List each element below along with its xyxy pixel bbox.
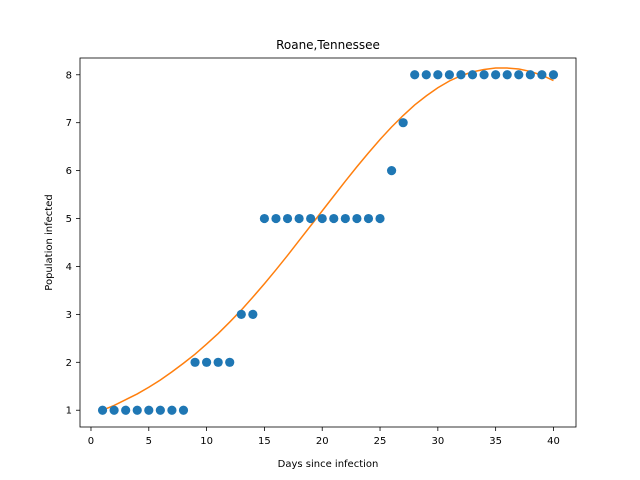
x-axis-label: Days since infection (278, 459, 379, 470)
data-point (352, 213, 362, 224)
fit-line (102, 67, 554, 411)
chart-title: Roane,Tennessee (276, 38, 380, 52)
x-tick-label: 35 (489, 436, 502, 447)
data-point (225, 357, 235, 367)
data-point (167, 405, 177, 415)
x-tick-label: 20 (316, 436, 329, 447)
x-tick-label: 40 (547, 436, 560, 447)
data-point (178, 405, 189, 415)
data-point (340, 213, 350, 224)
data-point (444, 70, 454, 80)
data-point (202, 357, 212, 367)
y-tick-label: 2 (66, 358, 72, 369)
data-point (248, 309, 258, 319)
y-tick-label: 4 (66, 262, 72, 273)
y-tick-label: 3 (66, 310, 72, 321)
data-point (294, 213, 304, 224)
y-tick-label: 8 (66, 70, 72, 81)
y-tick-label: 5 (66, 214, 72, 225)
data-point (456, 70, 466, 80)
data-point (375, 213, 385, 224)
data-point (548, 70, 559, 80)
data-point (259, 213, 270, 224)
data-point (97, 405, 108, 415)
data-point (514, 70, 524, 80)
data-point (410, 70, 420, 80)
data-point (155, 405, 165, 415)
x-tick-label: 5 (146, 436, 152, 447)
y-tick-label: 7 (66, 118, 72, 129)
y-tick-label: 1 (66, 406, 72, 417)
data-point (363, 213, 374, 224)
data-point (386, 166, 397, 176)
data-point (317, 213, 327, 224)
data-point (144, 405, 154, 415)
data-point (421, 70, 431, 80)
data-point (502, 70, 512, 80)
data-point (213, 357, 223, 367)
y-axis: 1 2 3 4 5 6 7 8 (66, 70, 80, 417)
x-axis: 0 5 10 15 20 25 30 35 40 (88, 427, 560, 447)
data-point (121, 405, 131, 415)
data-point (491, 70, 501, 80)
data-point (132, 405, 142, 415)
x-tick-label: 10 (200, 436, 213, 447)
data-point (190, 357, 200, 367)
data-point (329, 213, 339, 224)
data-point (433, 70, 443, 80)
x-tick-label: 30 (431, 436, 444, 447)
data-point (537, 70, 547, 80)
data-point (109, 405, 119, 415)
data-point (282, 213, 293, 224)
plot-area (97, 67, 559, 415)
data-point (306, 213, 316, 224)
y-axis-label: Population infected (44, 194, 55, 290)
x-tick-label: 0 (88, 436, 94, 447)
data-point (479, 70, 489, 80)
data-point (271, 213, 281, 224)
data-point (467, 70, 478, 80)
data-point (236, 309, 246, 319)
x-tick-label: 15 (258, 436, 271, 447)
data-point (525, 70, 535, 80)
y-tick-label: 6 (66, 166, 72, 177)
x-tick-label: 25 (374, 436, 387, 447)
data-point (398, 118, 408, 128)
axes-frame (79, 57, 577, 428)
